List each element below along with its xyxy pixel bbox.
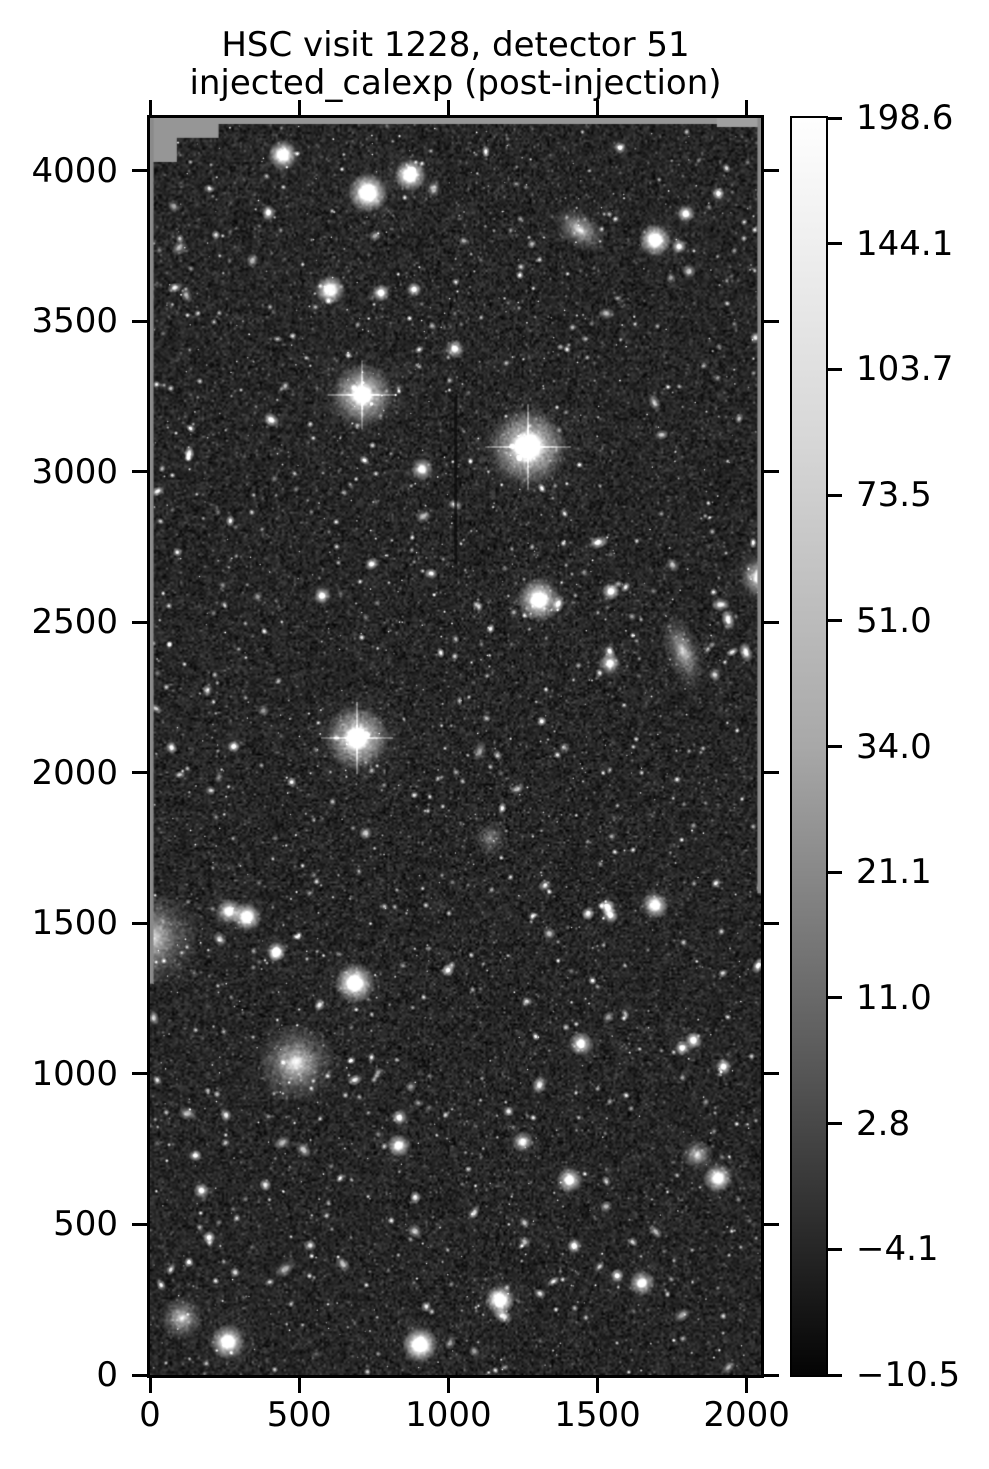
x-tick-top xyxy=(297,100,301,115)
x-tick-bottom xyxy=(745,1378,749,1393)
x-tick-bottom xyxy=(148,1378,152,1393)
y-tick-left xyxy=(132,1222,147,1226)
x-tick-label: 0 xyxy=(139,1395,161,1435)
y-tick-label: 3500 xyxy=(31,301,118,342)
y-tick-right xyxy=(764,1222,779,1226)
x-tick-bottom xyxy=(446,1378,450,1393)
colorbar-tick-label: 2.8 xyxy=(856,1103,911,1144)
x-tick-bottom xyxy=(297,1378,301,1393)
y-tick-label: 2000 xyxy=(31,752,118,793)
x-tick-top xyxy=(596,100,599,115)
colorbar xyxy=(790,116,828,1377)
colorbar-tick-label: 73.5 xyxy=(856,475,932,516)
x-tick-top xyxy=(745,100,749,115)
y-tick-right xyxy=(764,921,779,925)
y-tick-left xyxy=(132,319,147,323)
x-tick-top xyxy=(148,100,152,115)
y-tick-left xyxy=(132,620,147,624)
colorbar-tick-label: 144.1 xyxy=(856,223,954,264)
x-tick-top xyxy=(446,100,450,115)
y-tick-right xyxy=(764,470,779,474)
colorbar-tick xyxy=(828,1122,842,1126)
colorbar-tick-label: 198.6 xyxy=(856,98,954,138)
y-tick-left xyxy=(132,921,147,925)
y-tick-label: 2500 xyxy=(31,602,118,643)
colorbar-tick xyxy=(828,619,842,623)
plot-title: HSC visit 1228, detector 51 injected_cal… xyxy=(150,26,761,102)
x-tick-label: 1000 xyxy=(405,1395,492,1435)
y-tick-left xyxy=(132,1072,147,1076)
y-tick-right xyxy=(764,169,779,173)
y-tick-right xyxy=(764,1072,779,1076)
y-tick-left xyxy=(132,771,147,775)
y-tick-right xyxy=(764,620,779,624)
colorbar-tick xyxy=(828,116,842,120)
plot-title-line2: injected_calexp (post-injection) xyxy=(189,63,722,103)
x-tick-label: 2000 xyxy=(703,1395,790,1435)
colorbar-tick xyxy=(828,1373,842,1377)
colorbar-tick xyxy=(828,870,842,874)
colorbar-tick xyxy=(828,242,842,246)
y-tick-label: 0 xyxy=(96,1355,118,1395)
colorbar-tick-label: 34.0 xyxy=(856,726,932,767)
y-tick-left xyxy=(132,470,147,474)
x-tick-label: 1500 xyxy=(554,1395,641,1435)
y-tick-label: 1500 xyxy=(31,903,118,944)
y-tick-right xyxy=(764,771,779,775)
y-tick-label: 4000 xyxy=(31,150,118,191)
y-tick-label: 1000 xyxy=(31,1053,118,1094)
plot-title-line1: HSC visit 1228, detector 51 xyxy=(221,25,690,65)
colorbar-tick-label: −4.1 xyxy=(856,1229,939,1270)
y-tick-right xyxy=(764,1373,779,1377)
colorbar-tick-label: 21.1 xyxy=(856,852,932,893)
x-tick-label: 500 xyxy=(266,1395,332,1435)
y-tick-left xyxy=(132,1373,147,1377)
colorbar-tick xyxy=(828,367,842,371)
colorbar-tick-label: 51.0 xyxy=(856,600,932,641)
image-canvas xyxy=(150,118,761,1375)
colorbar-tick-label: 11.0 xyxy=(856,977,932,1018)
colorbar-tick xyxy=(828,493,842,497)
colorbar-tick xyxy=(828,745,842,748)
colorbar-tick xyxy=(828,996,842,1000)
y-tick-label: 500 xyxy=(53,1204,118,1245)
x-tick-bottom xyxy=(596,1378,599,1393)
colorbar-tick xyxy=(828,1247,842,1251)
y-tick-left xyxy=(132,169,147,173)
colorbar-tick-label: −10.5 xyxy=(856,1355,961,1395)
y-tick-right xyxy=(764,319,779,323)
y-tick-label: 3000 xyxy=(31,451,118,492)
colorbar-tick-label: 103.7 xyxy=(856,349,954,390)
